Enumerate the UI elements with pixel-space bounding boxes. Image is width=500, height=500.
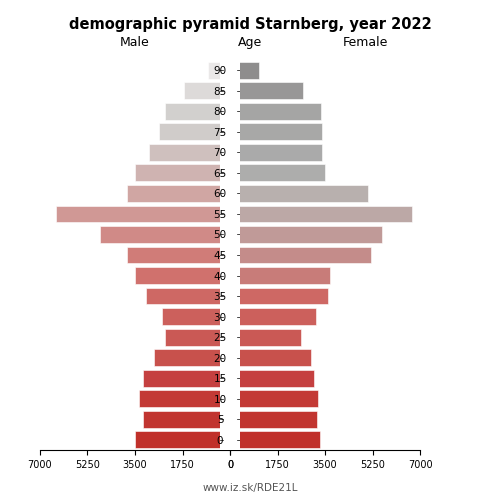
Bar (230, 288, 328, 304)
Bar (165, 328, 230, 345)
Bar (230, 164, 325, 182)
Text: Male: Male (120, 36, 150, 49)
Bar (230, 103, 321, 120)
Bar (230, 62, 258, 78)
Bar (230, 267, 330, 284)
Bar (230, 144, 322, 161)
Bar (100, 226, 230, 243)
Text: demographic pyramid Starnberg, year 2022: demographic pyramid Starnberg, year 2022 (68, 18, 432, 32)
Bar (230, 82, 304, 99)
Bar (127, 185, 230, 202)
Text: www.iz.sk/RDE21L: www.iz.sk/RDE21L (202, 482, 298, 492)
Text: Female: Female (342, 36, 388, 49)
Bar (230, 206, 412, 222)
Bar (148, 144, 230, 161)
Bar (230, 246, 371, 264)
Bar (208, 62, 230, 78)
Bar (135, 432, 230, 448)
Bar (135, 164, 230, 182)
Bar (230, 226, 382, 243)
Bar (230, 124, 322, 140)
Bar (230, 308, 316, 325)
Bar (135, 267, 230, 284)
Bar (146, 288, 230, 304)
Bar (230, 411, 317, 428)
Bar (127, 246, 230, 264)
Bar (230, 349, 312, 366)
Bar (230, 328, 300, 345)
Text: Age: Age (238, 36, 262, 49)
Bar (154, 349, 230, 366)
Bar (56, 206, 230, 222)
Bar (143, 370, 230, 386)
Bar (165, 103, 230, 120)
Bar (230, 432, 320, 448)
Bar (230, 390, 318, 407)
Bar (139, 390, 230, 407)
Bar (143, 411, 230, 428)
Bar (230, 370, 314, 386)
Bar (162, 308, 230, 325)
Bar (160, 124, 230, 140)
Bar (184, 82, 230, 99)
Bar (230, 185, 368, 202)
